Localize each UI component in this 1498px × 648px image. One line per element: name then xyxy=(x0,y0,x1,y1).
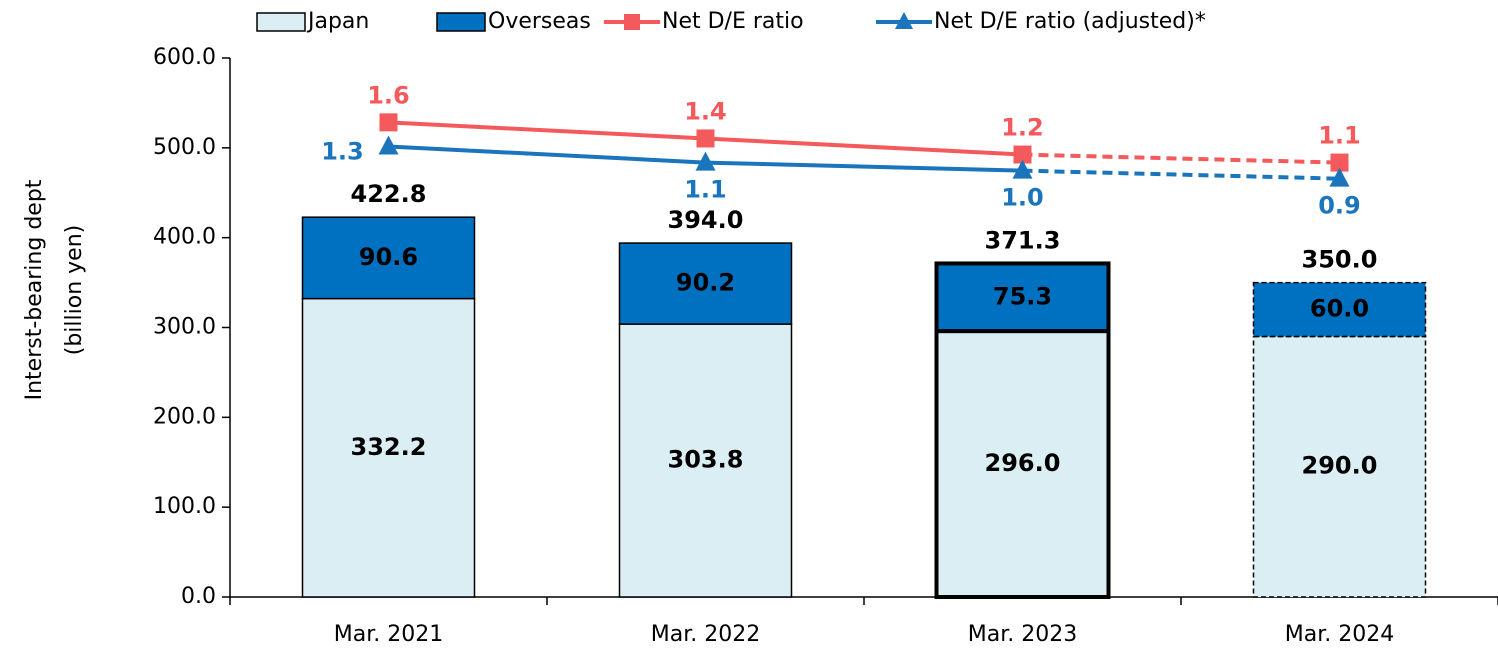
y-tick-label: 600.0 xyxy=(153,45,216,70)
y-axis-label: Interst-bearing dept xyxy=(22,179,47,400)
legend-label: Net D/E ratio (adjusted)* xyxy=(934,9,1206,34)
line xyxy=(1022,168,1340,181)
line xyxy=(1022,152,1340,165)
bar xyxy=(618,323,793,598)
y-tick-label: 0.0 xyxy=(181,584,216,609)
y-tick-label: 400.0 xyxy=(153,225,216,250)
marker xyxy=(379,113,398,132)
bar xyxy=(1252,335,1427,598)
legend-marker xyxy=(624,14,640,30)
data-label: 296.0 xyxy=(985,449,1061,477)
bar xyxy=(301,297,476,598)
data-label: 290.0 xyxy=(1302,452,1378,480)
data-label: 1.3 xyxy=(321,137,364,165)
bar xyxy=(934,329,1111,599)
marker xyxy=(1330,153,1349,172)
legend-label: Japan xyxy=(306,9,369,34)
legend-label: Net D/E ratio xyxy=(662,9,804,34)
data-label: 1.1 xyxy=(684,176,727,204)
marker xyxy=(1329,167,1350,187)
total-label: 371.3 xyxy=(985,226,1061,254)
x-tick-label: Mar. 2021 xyxy=(334,622,443,647)
total-label: 394.0 xyxy=(668,206,744,234)
total-label: 422.8 xyxy=(351,180,427,208)
bar xyxy=(934,261,1111,334)
y-tick-label: 200.0 xyxy=(153,404,216,429)
data-label: 1.6 xyxy=(367,81,410,109)
data-label: 75.3 xyxy=(993,282,1052,310)
y-tick-label: 300.0 xyxy=(153,315,216,340)
data-label: 332.2 xyxy=(351,433,427,461)
marker xyxy=(1012,159,1033,179)
y-tick-label: 100.0 xyxy=(153,494,216,519)
legend-label: Overseas xyxy=(488,9,591,34)
legend-swatch xyxy=(256,12,306,32)
data-label: 1.0 xyxy=(1001,184,1044,212)
bar xyxy=(301,216,476,300)
x-tick-label: Mar. 2023 xyxy=(968,622,1077,647)
y-tick-label: 500.0 xyxy=(153,135,216,160)
legend-swatch xyxy=(436,12,486,32)
legend-marker xyxy=(895,12,913,29)
data-label: 1.4 xyxy=(684,97,727,125)
bar xyxy=(618,242,793,325)
data-label: 0.9 xyxy=(1318,192,1361,220)
data-label: 60.0 xyxy=(1310,295,1369,323)
x-tick-label: Mar. 2024 xyxy=(1285,622,1394,647)
data-label: 303.8 xyxy=(668,446,744,474)
marker xyxy=(1013,145,1032,164)
marker xyxy=(378,135,399,155)
x-tick-label: Mar. 2022 xyxy=(651,622,760,647)
data-label: 90.6 xyxy=(359,243,418,271)
data-label: 1.2 xyxy=(1001,114,1044,142)
bar xyxy=(1252,281,1427,338)
data-label: 1.1 xyxy=(1318,122,1361,150)
y-axis-label: (billion yen) xyxy=(62,225,87,355)
marker xyxy=(695,151,716,171)
data-label: 90.2 xyxy=(676,269,735,297)
marker xyxy=(696,129,715,148)
total-label: 350.0 xyxy=(1302,246,1378,274)
